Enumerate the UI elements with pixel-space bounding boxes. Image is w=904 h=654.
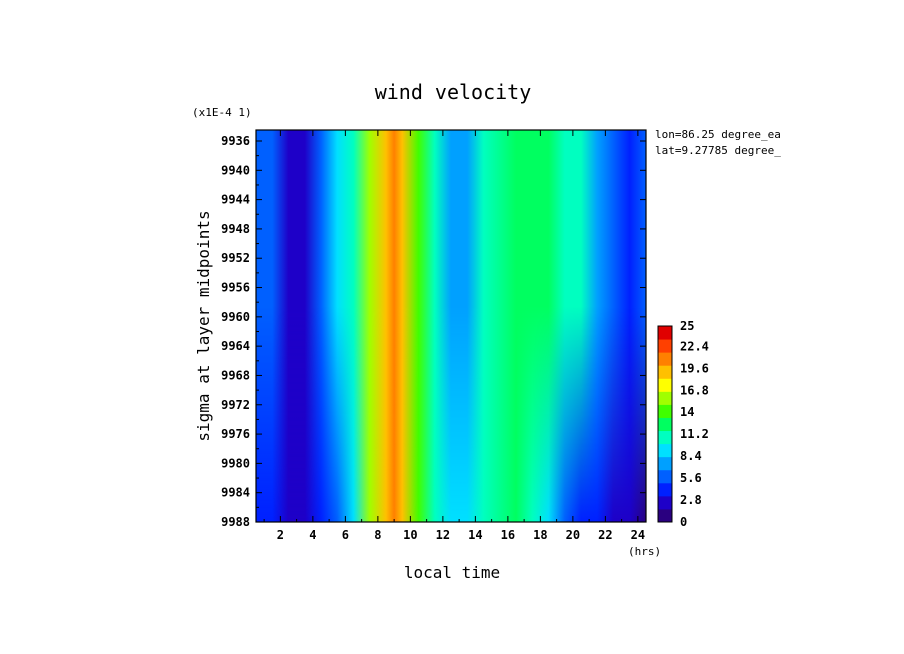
y-tick-label: 9976 <box>221 427 250 441</box>
colorbar-swatch <box>658 469 672 484</box>
y-tick-label: 9952 <box>221 251 250 265</box>
colorbar-swatch <box>658 495 672 510</box>
colorbar-swatch <box>658 430 672 445</box>
x-unit-label: (hrs) <box>628 545 661 558</box>
colorbar: 25 22.4 19.6 16.8 14 11.2 8.4 5.6 2.8 0 <box>657 319 709 529</box>
y-tick-label: 9964 <box>221 339 250 353</box>
colorbar-swatch <box>658 378 672 392</box>
x-tick-label: 6 <box>342 528 349 542</box>
y-tick-label: 9948 <box>221 222 250 236</box>
colorbar-swatch <box>658 417 672 432</box>
colorbar-tick-label: 22.4 <box>680 339 709 353</box>
x-tick-label: 12 <box>436 528 450 542</box>
chart-title: wind velocity <box>375 80 532 104</box>
x-tick-label: 10 <box>403 528 417 542</box>
y-multiplier: (x1E-4 1) <box>192 106 252 119</box>
y-axis-label: sigma at layer midpoints <box>194 210 213 441</box>
colorbar-swatch <box>658 352 672 366</box>
x-tick-label: 24 <box>631 528 645 542</box>
heatmap-top-layer <box>256 130 646 522</box>
colorbar-swatch <box>658 391 672 405</box>
x-tick-label: 8 <box>374 528 381 542</box>
y-tick-label: 9984 <box>221 486 250 500</box>
y-tick-label: 9980 <box>221 456 250 470</box>
colorbar-tick-label: 5.6 <box>680 471 702 485</box>
colorbar-tick-label: 25 <box>680 319 694 333</box>
y-tick-label: 9940 <box>221 163 250 177</box>
colorbar-tick-label: 19.6 <box>680 361 709 375</box>
colorbar-tick-label: 16.8 <box>680 383 709 397</box>
x-tick-label: 14 <box>468 528 482 542</box>
x-axis: 2 4 6 8 10 12 14 16 18 20 22 24 <box>263 130 645 542</box>
colorbar-tick-label: 8.4 <box>680 449 702 463</box>
y-tick-label: 9968 <box>221 368 250 382</box>
x-tick-label: 2 <box>277 528 284 542</box>
x-tick-label: 20 <box>566 528 580 542</box>
x-tick-label: 4 <box>309 528 316 542</box>
colorbar-swatch <box>658 443 672 458</box>
colorbar-swatch <box>658 456 672 471</box>
plot-frame <box>255 129 647 523</box>
y-tick-label: 9944 <box>221 193 250 207</box>
colorbar-tick-label: 2.8 <box>680 493 702 507</box>
x-axis-label: local time <box>404 563 500 582</box>
colorbar-frame <box>657 325 673 523</box>
y-axis: 9936 9940 9944 9948 9952 9956 9960 9964 9968 9972… <box>221 134 646 529</box>
plot-area <box>255 129 647 523</box>
colorbar-tick-label: 0 <box>680 515 687 529</box>
colorbar-swatch <box>658 482 672 497</box>
colorbar-swatch <box>658 404 672 418</box>
colorbar-tick-label: 11.2 <box>680 427 709 441</box>
y-tick-label: 9936 <box>221 134 250 148</box>
colorbar-swatch <box>658 339 672 353</box>
colorbar-swatch <box>658 365 672 379</box>
x-tick-label: 18 <box>533 528 547 542</box>
colorbar-swatch <box>658 326 672 340</box>
colorbar-swatch <box>658 508 672 523</box>
x-tick-label: 16 <box>501 528 515 542</box>
y-tick-label: 9972 <box>221 398 250 412</box>
x-tick-label: 22 <box>598 528 612 542</box>
colorbar-tick-label: 14 <box>680 405 694 419</box>
annotation-lat: lat=9.27785 degree_ <box>655 144 781 157</box>
y-tick-label: 9956 <box>221 281 250 295</box>
annotation-lon: lon=86.25 degree_ea <box>655 128 781 141</box>
y-tick-label: 9988 <box>221 515 250 529</box>
y-tick-label: 9960 <box>221 310 250 324</box>
